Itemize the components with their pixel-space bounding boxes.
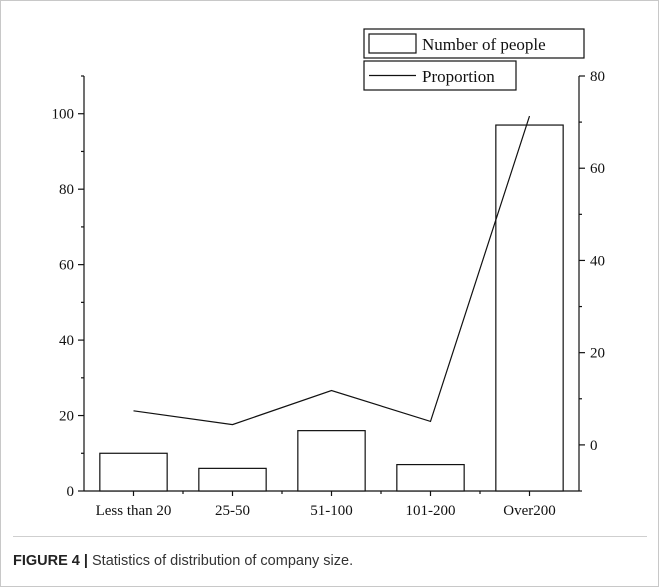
x-tick-label: 51-100 [310, 503, 353, 519]
left-tick-label: 80 [59, 182, 74, 198]
left-tick-label: 40 [59, 333, 74, 349]
right-tick-label: 80 [590, 69, 605, 85]
bar [495, 124, 564, 492]
x-tick-label: 101-200 [406, 503, 456, 519]
left-tick-label: 20 [59, 409, 74, 425]
x-tick-label: Over200 [503, 503, 556, 519]
left-tick-label: 60 [59, 258, 74, 274]
figure-label: FIGURE 4 | [13, 553, 88, 569]
legend-label-proportion: Proportion [422, 67, 495, 86]
legend: Number of people Proportion [363, 28, 585, 91]
x-tick-label: Less than 20 [96, 503, 172, 519]
figure-caption: FIGURE 4 | Statistics of distribution of… [13, 553, 353, 569]
right-tick-label: 60 [590, 161, 605, 177]
bar [198, 467, 267, 492]
legend-swatch-bar [368, 33, 417, 54]
right-tick-label: 20 [590, 346, 605, 362]
bar [297, 430, 366, 492]
x-tick-label: 25-50 [215, 503, 250, 519]
left-tick-label: 100 [52, 107, 75, 123]
right-tick-label: 40 [590, 253, 605, 269]
chart: 0 20 40 60 80 100 0 20 40 60 80 Less than 20 25-50 51… [52, 28, 606, 519]
bar-series [99, 124, 564, 492]
bar [396, 463, 465, 492]
proportion-line [133, 115, 531, 426]
legend-label-number-of-people: Number of people [422, 35, 546, 54]
right-tick-label: 0 [590, 438, 598, 454]
line-series [133, 115, 531, 426]
tick-labels: 0 20 40 60 80 100 0 20 40 60 80 Less than 20 25-50 51… [52, 69, 606, 519]
figure-caption-text: Statistics of distribution of company si… [92, 553, 354, 569]
caption-divider [13, 536, 647, 537]
bar [99, 452, 168, 492]
left-tick-label: 0 [67, 484, 75, 500]
